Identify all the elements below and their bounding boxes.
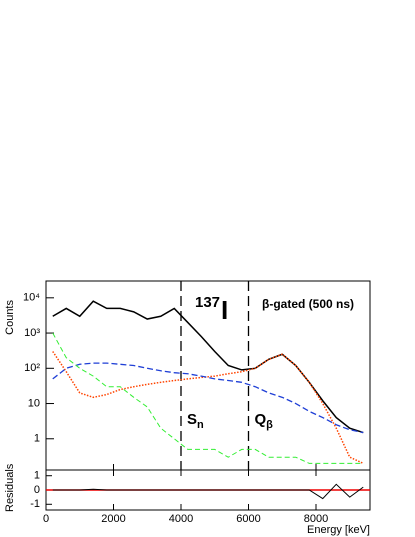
y-tick-label: 1 — [34, 433, 40, 445]
series-line — [52, 332, 364, 464]
series-line — [52, 300, 364, 434]
x-tick-label: 2000 — [101, 513, 125, 525]
subtitle: β-gated (500 ns) — [262, 297, 354, 311]
marker-label: Qβ — [255, 411, 274, 431]
x-axis-label: Energy [keV] — [307, 524, 370, 536]
y-tick-label: 10 — [28, 397, 40, 409]
residual-y-tick-label: -1 — [30, 498, 40, 510]
x-tick-label: 4000 — [169, 513, 193, 525]
marker-symbol: Q — [255, 411, 267, 428]
x-tick-label: 6000 — [236, 513, 260, 525]
y-tick-label: 10⁴ — [23, 292, 40, 304]
y-axis-label: Counts — [4, 300, 16, 335]
y-tick-label: 10³ — [24, 327, 40, 339]
residual-axis-label: Residuals — [4, 463, 16, 512]
residual-line — [52, 483, 364, 500]
x-tick-label: 8000 — [304, 513, 328, 525]
isotope-mass: 137 — [195, 294, 220, 311]
marker-subscript: β — [266, 419, 273, 431]
y-tick-label: 10² — [24, 362, 40, 374]
marker-subscript: n — [197, 419, 204, 431]
residual-y-tick-label: 1 — [34, 470, 40, 482]
series-line — [52, 351, 364, 465]
x-tick-label: 0 — [43, 513, 49, 525]
marker-label: Sn — [187, 411, 204, 431]
residual-y-tick-label: 0 — [34, 484, 40, 496]
series-line — [52, 362, 364, 434]
chart-title: I — [221, 295, 228, 325]
marker-symbol: S — [187, 411, 197, 428]
